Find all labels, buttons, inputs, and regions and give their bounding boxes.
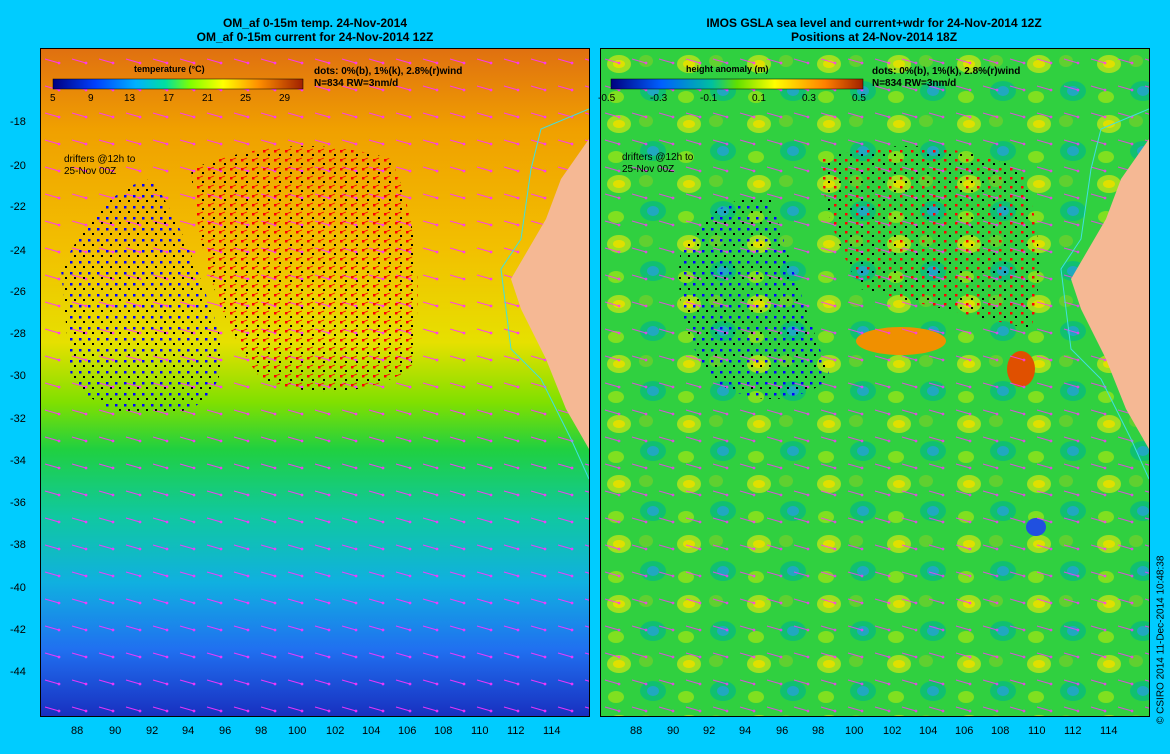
left-drifter-note: drifters @12h to 25-Nov 00Z (64, 154, 135, 178)
left-cbar-tick: 13 (124, 93, 136, 104)
right-legend-line1: dots: 0%(b), 1%(k), 2.8%(r)wind (872, 66, 1021, 77)
x-tick-label: 100 (288, 725, 307, 737)
y-tick-label: -32 (10, 413, 26, 425)
x-tick-label: 92 (146, 725, 159, 737)
y-tick-label: -30 (10, 370, 26, 382)
y-tick-label: -28 (10, 328, 26, 340)
right-map-svg (601, 49, 1149, 716)
left-cbar-tick: 21 (202, 93, 214, 104)
x-tick-label: 96 (776, 725, 789, 737)
x-tick-label: 98 (812, 725, 825, 737)
x-tick-label: 92 (703, 725, 716, 737)
right-title-line2: Positions at 24-Nov-2014 18Z (790, 30, 958, 44)
land-africa-coast (511, 139, 589, 449)
right-cbar-tick: 0.3 (802, 93, 816, 104)
left-map-temperature (40, 48, 590, 717)
x-tick-label: 104 (919, 725, 938, 737)
x-tick-label: 108 (434, 725, 453, 737)
right-legend-note: dots: 0%(b), 1%(k), 2.8%(r)wind N=834 RW… (872, 66, 1020, 90)
x-tick-label: 100 (845, 725, 864, 737)
drifter-cluster-red (191, 146, 418, 392)
x-tick-label: 106 (955, 725, 974, 737)
x-tick-label: 88 (71, 725, 84, 737)
right-cbar-tick: -0.1 (700, 93, 718, 104)
right-drifter-line1: drifters @12h to (622, 152, 694, 163)
x-tick-label: 102 (883, 725, 902, 737)
left-title-line1: OM_af 0-15m temp. 24-Nov-2014 (222, 16, 408, 30)
right-drifter-note: drifters @12h to 25-Nov 00Z (622, 152, 693, 176)
y-tick-label: -26 (10, 286, 26, 298)
right-cbar-tick: 0.5 (852, 93, 866, 104)
x-tick-label: 88 (630, 725, 643, 737)
x-tick-label: 108 (991, 725, 1010, 737)
left-cbar-tick: 25 (240, 93, 252, 104)
y-tick-label: -22 (10, 201, 26, 213)
x-tick-label: 102 (326, 725, 345, 737)
x-tick-label: 104 (362, 725, 381, 737)
copyright-timestamp: © CSIRO 2014 11-Dec-2014 10:48:38 (1155, 555, 1166, 724)
x-tick-label: 96 (219, 725, 232, 737)
y-tick-label: -34 (10, 455, 26, 467)
x-tick-label: 112 (507, 725, 525, 737)
y-tick-label: -44 (10, 666, 26, 678)
left-colorbar-title: temperature (°C) (134, 64, 205, 74)
drifter-cluster-blue-right (679, 197, 831, 399)
land-africa-coast-right (1071, 139, 1149, 449)
x-tick-label: 110 (471, 725, 489, 737)
left-drifter-line2: 25-Nov 00Z (64, 166, 117, 177)
right-title: IMOS GSLA sea level and current+wdr for … (600, 16, 1148, 44)
coastline (500, 108, 589, 480)
left-cbar-tick: 17 (163, 93, 175, 104)
left-title: OM_af 0-15m temp. 24-Nov-2014 OM_af 0-15… (40, 16, 590, 44)
left-legend-line1: dots: 0%(b), 1%(k), 2.8%(r)wind (314, 66, 463, 77)
y-tick-label: -18 (10, 116, 26, 128)
y-tick-label: -42 (10, 624, 26, 636)
left-map-svg (41, 49, 589, 716)
y-tick-label: -24 (10, 245, 26, 257)
left-cbar-tick: 9 (88, 93, 94, 104)
x-tick-label: 90 (109, 725, 122, 737)
y-tick-label: -40 (10, 582, 26, 594)
right-title-line1: IMOS GSLA sea level and current+wdr for … (706, 16, 1042, 30)
x-tick-label: 110 (1028, 725, 1046, 737)
temperature-colorbar (52, 78, 304, 90)
right-map-sea-level (600, 48, 1150, 717)
x-tick-label: 94 (182, 725, 195, 737)
x-tick-label: 94 (739, 725, 752, 737)
x-tick-label: 106 (398, 725, 417, 737)
right-cbar-tick: -0.5 (598, 93, 616, 104)
left-cbar-tick: 29 (279, 93, 291, 104)
left-drifter-line1: drifters @12h to (64, 154, 136, 165)
coastline-right (1060, 108, 1149, 480)
height-anomaly-colorbar (610, 78, 864, 90)
y-tick-label: -36 (10, 497, 26, 509)
left-cbar-tick: 5 (50, 93, 56, 104)
drifter-cluster-red-right (821, 146, 1039, 329)
right-cbar-tick: -0.3 (650, 93, 668, 104)
y-tick-label: -20 (10, 160, 26, 172)
x-tick-label: 114 (543, 725, 561, 737)
left-title-line2: OM_af 0-15m current for 24-Nov-2014 12Z (196, 30, 434, 44)
y-tick-label: -38 (10, 539, 26, 551)
left-legend-line2: N=834 RW=3nm/d (314, 78, 399, 89)
x-tick-label: 98 (255, 725, 268, 737)
x-tick-label: 112 (1064, 725, 1082, 737)
right-colorbar-title: height anomaly (m) (686, 64, 769, 74)
x-tick-label: 114 (1100, 725, 1118, 737)
right-cbar-tick: 0.1 (752, 93, 766, 104)
drifter-cluster-blue (61, 179, 223, 415)
right-legend-line2: N=834 RW=3nm/d (872, 78, 957, 89)
right-drifter-line2: 25-Nov 00Z (622, 164, 675, 175)
x-tick-label: 90 (667, 725, 680, 737)
left-legend-note: dots: 0%(b), 1%(k), 2.8%(r)wind N=834 RW… (314, 66, 462, 90)
